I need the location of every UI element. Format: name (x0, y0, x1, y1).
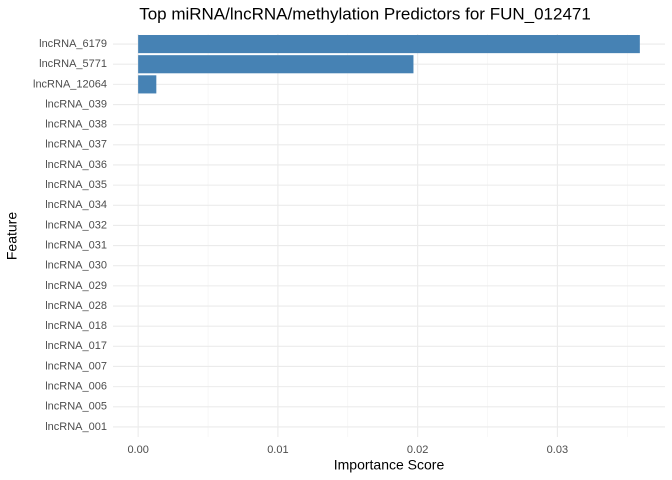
y-tick-label: lncRNA_018 (45, 320, 107, 332)
x-tick-label: 0.02 (407, 444, 428, 456)
x-tick-label: 0.03 (547, 444, 568, 456)
y-tick-label: lncRNA_6179 (39, 38, 107, 50)
y-tick-label: lncRNA_030 (45, 260, 107, 272)
y-tick-label: lncRNA_038 (45, 119, 107, 131)
y-tick-label: lncRNA_017 (45, 340, 107, 352)
y-tick-label: lncRNA_12064 (33, 78, 107, 90)
y-tick-label: lncRNA_032 (45, 219, 107, 231)
y-tick-label: lncRNA_037 (45, 139, 107, 151)
y-tick-label: lncRNA_007 (45, 360, 107, 372)
chart-title: Top miRNA/lncRNA/methylation Predictors … (139, 4, 591, 23)
y-tick-label: lncRNA_029 (45, 280, 107, 292)
x-tick-label: 0.01 (267, 444, 288, 456)
bar (138, 75, 157, 94)
y-tick-label: lncRNA_039 (45, 98, 107, 110)
y-tick-label: lncRNA_031 (45, 239, 107, 251)
y-tick-label: lncRNA_001 (45, 421, 107, 433)
y-tick-label: lncRNA_034 (45, 199, 107, 211)
bar (138, 35, 640, 54)
x-axis-label: Importance Score (334, 457, 445, 473)
y-tick-label: lncRNA_006 (45, 381, 107, 393)
x-tick-label: 0.00 (127, 444, 148, 456)
y-tick-label: lncRNA_035 (45, 179, 107, 191)
y-axis-label: Feature (4, 212, 20, 260)
y-tick-label: lncRNA_5771 (39, 58, 107, 70)
y-tick-label: lncRNA_036 (45, 159, 107, 171)
y-tick-label: lncRNA_028 (45, 300, 107, 312)
bar (138, 55, 414, 74)
y-tick-label: lncRNA_005 (45, 401, 107, 413)
